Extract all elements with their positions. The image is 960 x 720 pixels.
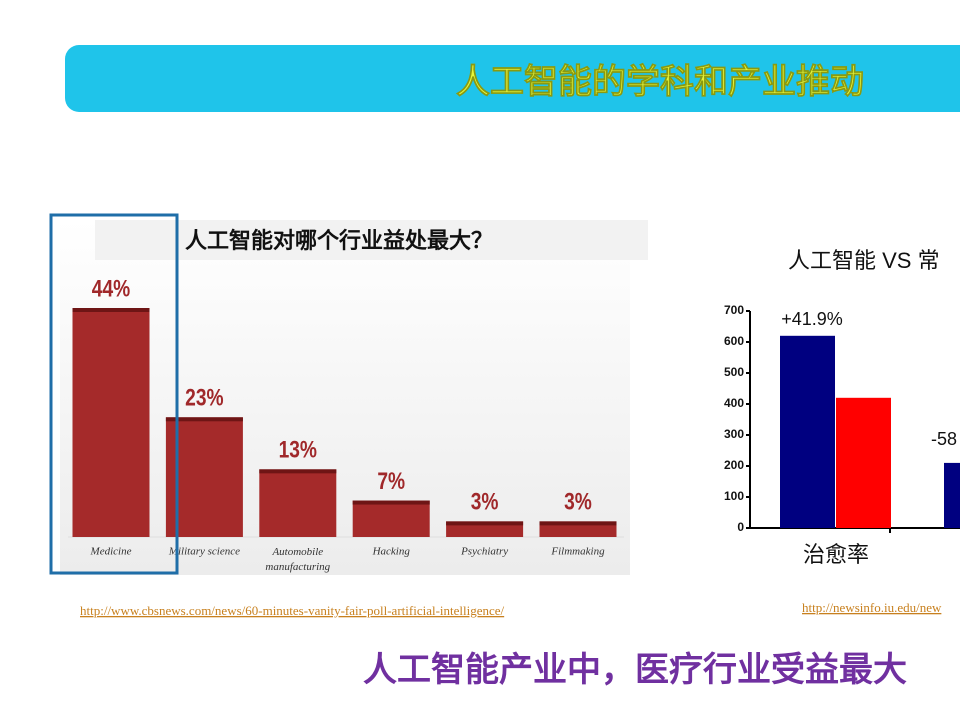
caption: 人工智能产业中，医疗行业受益最大 [363,651,907,689]
x-tick-label: Psychiatry [460,546,508,558]
x-tick-label: 治愈率 [803,542,869,567]
y-tick-label: 700 [724,303,744,317]
value-label: 44% [92,274,130,302]
y-tick-label: 200 [724,458,744,472]
bar-top [539,521,617,526]
source-link[interactable]: http://www.cbsnews.com/news/60-minutes-v… [80,603,505,618]
slide-title: 人工智能的学科和产业推动 [456,62,864,101]
x-tick-label: Hacking [372,546,411,558]
chart-title-band [95,220,648,260]
x-tick-label: Military science [168,546,240,558]
value-label: 7% [377,467,405,495]
chart-title: 人工智能对哪个行业益处最大？ [185,228,493,253]
bar-top [352,500,430,505]
header-banner [65,45,960,112]
value-label: 13% [279,436,317,464]
y-tick-label: 600 [724,334,744,348]
x-tick-label: Automobile manufacturing [265,546,330,573]
x-tick-label: Filmmaking [550,546,605,558]
bar [836,397,891,528]
bar [72,308,150,537]
y-tick-label: 300 [724,427,744,441]
y-tick-label: 0 [737,520,744,534]
annotation: -58 [931,429,957,449]
value-label: 3% [471,488,499,516]
x-tick-label: Medicine [90,546,132,558]
chart-panel [60,220,630,575]
y-tick-label: 100 [724,489,744,503]
bar [165,417,243,537]
bar-top [165,417,243,422]
chart-title: 人工智能 VS 常 [788,248,940,273]
bar [259,469,337,537]
bar-top [259,469,337,474]
bar [352,500,430,537]
source-link[interactable]: http://newsinfo.iu.edu/new [802,600,942,615]
y-tick-label: 400 [724,396,744,410]
bar-top [446,521,524,526]
bar-top [72,308,150,312]
bar [944,462,960,528]
highlight-box [49,213,179,575]
value-label: 23% [185,384,223,412]
annotation: +41.9% [781,309,843,329]
value-label: 3% [564,488,592,516]
plots: 44% Medicine 23% Military science 13% Automob… [68,274,960,573]
y-tick-label: 500 [724,365,744,379]
bar [780,335,835,528]
